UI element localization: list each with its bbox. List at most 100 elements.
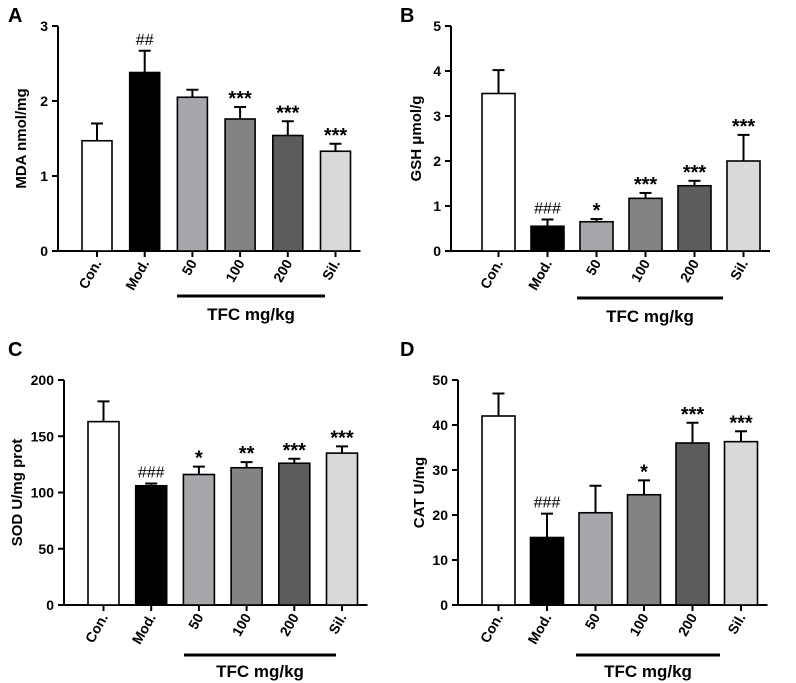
chart-b-y-tick-label: 4 (433, 63, 441, 79)
chart-d-y-tick-label: 0 (440, 597, 448, 613)
chart-b-bar (481, 92, 516, 252)
chart-b-bar (726, 160, 761, 252)
chart-d-x-tick-label: 50 (581, 610, 603, 632)
chart-a-x-tick-label: 50 (178, 256, 200, 278)
chart-a-significance-label: *** (324, 125, 348, 147)
chart-d-y-tick-label: 40 (432, 417, 448, 433)
chart-b-y-tick-label: 5 (433, 18, 441, 34)
chart-d-y-axis-label: CAT U/mg (411, 457, 428, 528)
chart-d-y-tick-label: 50 (432, 372, 448, 388)
chart-c-significance-label: ### (138, 465, 165, 482)
chart-b-bar (628, 197, 663, 252)
chart-a-bar (81, 139, 113, 252)
chart-a-bar (319, 150, 352, 252)
chart-b-y-axis-label: GSH μmol/g (408, 96, 425, 182)
chart-d-y-tick-label: 30 (432, 462, 448, 478)
chart-a-bar (224, 118, 256, 252)
chart-d-significance-label: ### (534, 495, 561, 512)
chart-b-group-label: TFC mg/kg (606, 307, 694, 326)
chart-c-bar (230, 466, 263, 606)
chart-a-significance-label: *** (276, 102, 300, 124)
chart-d-bar (675, 442, 710, 606)
chart-a-x-tick-label: Con. (75, 257, 104, 292)
chart-d-significance-label: *** (729, 412, 753, 434)
chart-d-x-tick-label: Con. (477, 611, 506, 646)
chart-c-x-tick-label: 200 (276, 610, 302, 638)
panel-b: B 0 1 2 3 4 5 GSH μmol/g Con. Mod. ### 50 * 100 *** 200… (400, 5, 770, 326)
chart-c-x-tick-label: Mod. (129, 611, 159, 647)
chart-a-significance-label: *** (228, 88, 252, 110)
chart-b-x-tick-label: 50 (582, 256, 604, 278)
chart-c-significance-label: *** (330, 427, 354, 449)
chart-a-y-tick-label: 2 (40, 93, 48, 109)
chart-a-bar (128, 71, 161, 252)
chart-c-bar (134, 484, 168, 606)
chart-c-x-tick-label: 100 (229, 610, 255, 638)
chart-b-significance-label: *** (732, 116, 756, 138)
chart-b-significance-label: *** (683, 162, 707, 184)
chart-c-y-tick-label: 200 (31, 372, 55, 388)
chart-d-bar (481, 415, 516, 606)
chart-b-x-tick-label: 200 (677, 256, 703, 284)
chart-c-panel-letter: C (8, 339, 22, 361)
chart-c-y-tick-label: 100 (31, 485, 55, 501)
chart-a-significance-label: ## (136, 32, 154, 49)
chart-a-y-axis-label: MDA nmol/mg (13, 88, 30, 188)
chart-a-y-tick-label: 1 (40, 168, 48, 184)
chart-d-y-tick-label: 10 (432, 552, 448, 568)
chart-b-significance-label: * (593, 200, 601, 222)
panel-c: C 0 50 100 150 200 SOD U/mg prot Con. Mod. ### 50 *… (8, 339, 368, 681)
chart-a-x-tick-label: 100 (222, 256, 248, 284)
chart-c-y-tick-label: 0 (46, 597, 54, 613)
chart-d-panel-letter: D (400, 339, 414, 361)
chart-a-y-tick-label: 0 (40, 243, 48, 259)
chart-c-y-tick-label: 50 (38, 541, 54, 557)
chart-b-panel-letter: B (400, 5, 414, 27)
chart-b-bar (579, 220, 614, 252)
chart-d-bar (723, 440, 759, 606)
chart-b-x-tick-label: Sil. (727, 257, 751, 283)
chart-d-significance-label: * (640, 461, 648, 483)
panel-a: A 0 1 2 3 MDA nmol/mg Con. Mod. ## 50 100 *** 200 ***… (8, 5, 361, 324)
chart-a-panel-letter: A (8, 5, 22, 27)
chart-a-x-tick-label: Sil. (319, 257, 343, 283)
chart-b-x-tick-label: 100 (628, 256, 654, 284)
chart-d-x-tick-label: Sil. (724, 611, 748, 637)
chart-b-y-tick-label: 0 (433, 243, 441, 259)
chart-b-x-tick-label: Con. (477, 257, 506, 292)
chart-c-y-axis-label: SOD U/mg prot (9, 439, 26, 547)
chart-a-bar (176, 96, 209, 252)
chart-c-x-tick-label: Sil. (325, 611, 349, 637)
chart-c-significance-label: *** (283, 440, 307, 462)
chart-a-group-label: TFC mg/kg (207, 305, 295, 324)
chart-c-significance-label: ** (239, 443, 255, 465)
chart-c-y-tick-label: 150 (31, 428, 55, 444)
chart-b-y-tick-label: 3 (433, 108, 441, 124)
chart-d-group-label: TFC mg/kg (604, 662, 692, 681)
chart-d-x-tick-label: 100 (626, 610, 652, 638)
chart-a-y-tick-label: 3 (40, 18, 48, 34)
chart-a-bar (271, 134, 304, 252)
chart-c-bar (182, 473, 216, 606)
chart-d-x-tick-label: 200 (675, 610, 701, 638)
chart-d-y-tick-label: 20 (432, 507, 448, 523)
chart-c-x-tick-label: 50 (185, 610, 207, 632)
chart-b-bar (530, 225, 565, 252)
chart-b-y-tick-label: 1 (433, 198, 441, 214)
chart-c-bar (87, 420, 120, 606)
chart-b-significance-label: ### (534, 201, 561, 218)
chart-b-y-tick-label: 2 (433, 153, 441, 169)
chart-d-bar (578, 511, 613, 606)
chart-b-bar (677, 184, 712, 252)
chart-a-x-tick-label: Mod. (122, 257, 152, 293)
chart-c-bar (325, 452, 359, 606)
chart-d-bar (529, 536, 565, 606)
chart-b-significance-label: *** (634, 174, 658, 196)
chart-a-x-tick-label: 200 (270, 256, 296, 284)
panel-d: D 0 10 20 30 40 50 CAT U/mg Con. Mod. ### 50 100 * 200… (400, 339, 768, 681)
chart-c-bar (277, 462, 311, 606)
chart-c-significance-label: * (195, 448, 203, 470)
chart-c-x-tick-label: Con. (82, 611, 111, 646)
chart-b-x-tick-label: Mod. (525, 257, 555, 293)
